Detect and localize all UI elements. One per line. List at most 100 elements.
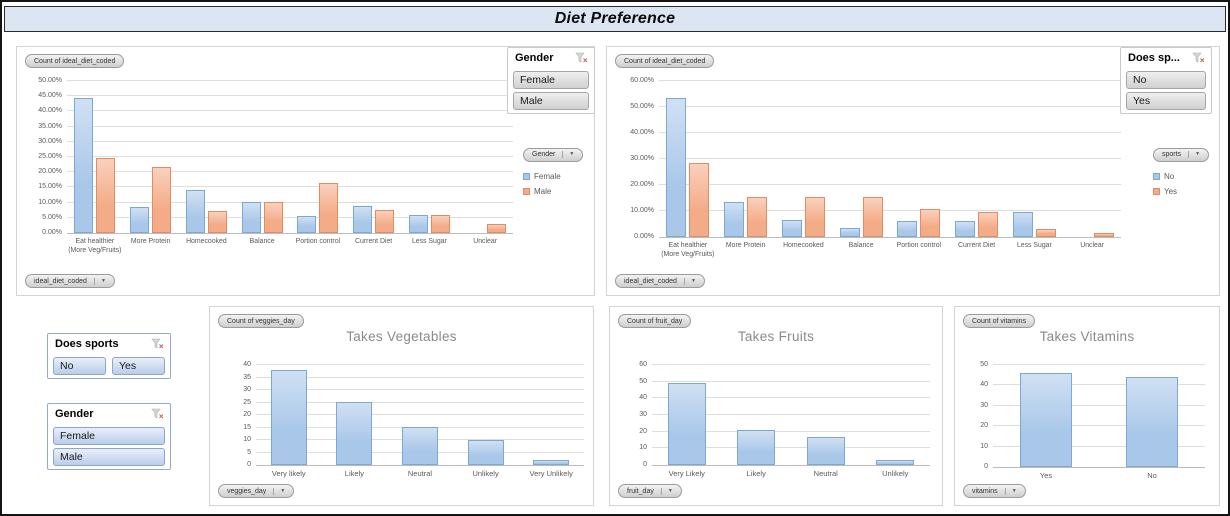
bar-likely (737, 430, 776, 465)
x-axis-label: Unclear (1080, 242, 1104, 249)
slicer-button-row: No Yes (53, 354, 165, 375)
chart-legend: Gender Female Male (523, 143, 591, 196)
legend-swatch-blue (1153, 172, 1160, 180)
x-axis-label: Eat healthier (More Veg/Fruits) (68, 238, 122, 255)
chart-title: Takes Vegetables (346, 329, 457, 344)
bar-no-less-sugar (1012, 212, 1033, 237)
chart-title: Takes Fruits (737, 329, 815, 344)
y-axis-tick: 40.00% (38, 107, 62, 115)
slicer-item-no[interactable]: No (1126, 71, 1206, 89)
bar-no-more-protein (724, 202, 745, 237)
bar-yes-eat-healthier-more-veg-fruits (689, 163, 710, 237)
bar-male-current-diet (375, 210, 395, 233)
bar-yes-portion-control (920, 209, 941, 237)
axis-field-dropdown[interactable]: ideal_diet_coded (25, 274, 115, 288)
bar-male-portion-control (319, 183, 339, 233)
gridline (993, 404, 1205, 406)
dropdown-arrow-icon (683, 277, 696, 285)
slicer-item-yes[interactable]: Yes (112, 357, 165, 375)
legend-field-dropdown[interactable]: sports (1153, 147, 1210, 162)
y-axis-tick: 0 (643, 461, 647, 468)
x-axis-label: Homecooked (186, 238, 227, 245)
bar-yes-balance (862, 197, 883, 237)
pivot-field-button[interactable]: Count of vitamins (963, 314, 1036, 328)
legend-swatch-blue (523, 172, 530, 180)
x-axis-label: Homecooked (783, 242, 824, 249)
axis-field-label: ideal_diet_coded (34, 277, 87, 285)
axis-field-dropdown[interactable]: veggies_day (218, 484, 295, 498)
chart-takes-vitamins: Count of vitamins Takes Vitamins 0 10 20 30… (954, 306, 1220, 506)
slicer-item-female[interactable]: Female (513, 71, 589, 89)
slicer-gender-chart: Gender Female Male (507, 47, 595, 114)
gridline (256, 389, 584, 390)
legend-item: Male (523, 187, 591, 196)
x-axis-label: Likely (746, 469, 766, 478)
dropdown-arrow-icon (93, 277, 106, 285)
pivot-field-button[interactable]: Count of fruit_day (618, 314, 692, 328)
y-axis-tick: 0 (247, 461, 251, 468)
slicer-title: Gender (515, 52, 554, 64)
axis-field-dropdown[interactable]: fruit_day (618, 484, 682, 498)
x-axis-label: Neutral (813, 469, 838, 478)
bar-male-balance (263, 202, 283, 233)
y-axis-tick: 20.00% (38, 168, 62, 176)
pivot-field-button[interactable]: Count of ideal_diet_coded (615, 54, 715, 68)
gridline (67, 110, 513, 112)
gridline (652, 380, 930, 382)
y-axis-tick: 40.00% (630, 129, 654, 137)
y-axis-tick: 10 (980, 442, 988, 450)
legend-item: No (1153, 172, 1217, 181)
chart-title: Takes Vitamins (1039, 329, 1135, 344)
gridline (67, 95, 513, 97)
gridline (67, 125, 513, 127)
gridline (659, 80, 1121, 81)
bar-likely (336, 402, 373, 465)
clear-filter-icon[interactable] (151, 408, 164, 420)
dashboard-canvas: Count of ideal_diet_coded 0.00% 5.00% 10.0… (2, 34, 1228, 514)
axis-field-dropdown[interactable]: vitamins (963, 484, 1026, 498)
y-axis-tick: 40 (243, 361, 251, 368)
chart-takes-vegetables: Count of veggies_day Takes Vegetables 0 5… (209, 306, 594, 506)
gridline (993, 364, 1205, 365)
dropdown-arrow-icon (660, 487, 673, 495)
clear-filter-icon[interactable] (575, 52, 588, 64)
y-axis-tick: 0.00% (42, 229, 62, 236)
gridline (67, 216, 513, 218)
slicer-item-male[interactable]: Male (53, 448, 165, 466)
clear-filter-icon[interactable] (1192, 52, 1205, 64)
gridline (256, 376, 584, 378)
bar-male-less-sugar (430, 215, 450, 233)
bar-neutral (402, 427, 438, 465)
axis-field-dropdown[interactable]: ideal_diet_coded (615, 274, 705, 288)
bar-very-likely (667, 383, 706, 465)
gridline (652, 430, 930, 432)
slicer-item-no[interactable]: No (53, 357, 106, 375)
x-axis-label: Less Sugar (411, 238, 447, 245)
slicer-item-female[interactable]: Female (53, 427, 165, 445)
legend-field-dropdown[interactable]: Gender (523, 147, 584, 162)
y-axis-tick: 0.00% (634, 233, 654, 240)
bar-yes-current-diet (978, 212, 999, 237)
y-axis-tick: 25 (243, 398, 251, 406)
x-axis-label: Unlikely (472, 469, 499, 478)
y-axis-tick: 0 (984, 463, 988, 470)
dropdown-arrow-icon (1188, 151, 1200, 158)
clear-filter-icon[interactable] (151, 338, 164, 350)
pivot-field-button[interactable]: Count of veggies_day (218, 314, 304, 328)
slicer-item-yes[interactable]: Yes (1126, 92, 1206, 110)
bar-no-homecooked (781, 220, 802, 237)
gridline (652, 397, 930, 399)
x-axis-label: More Protein (130, 238, 171, 245)
dashboard-title: Diet Preference (554, 10, 676, 27)
bar-unlikely (876, 460, 915, 465)
bar-no-portion-control (897, 221, 918, 237)
plot-area: 0 10 20 30 40 50 Yes No (980, 361, 1205, 480)
pivot-field-button[interactable]: Count of ideal_diet_coded (25, 54, 125, 68)
chart-legend: sports No Yes (1153, 143, 1217, 196)
y-axis-tick: 20 (243, 411, 251, 418)
slicer-item-male[interactable]: Male (513, 92, 589, 110)
gridline (659, 106, 1121, 107)
bar-male-homecooked (207, 211, 227, 233)
bar-no-balance (839, 228, 860, 237)
x-axis-label: Yes (1039, 471, 1053, 480)
